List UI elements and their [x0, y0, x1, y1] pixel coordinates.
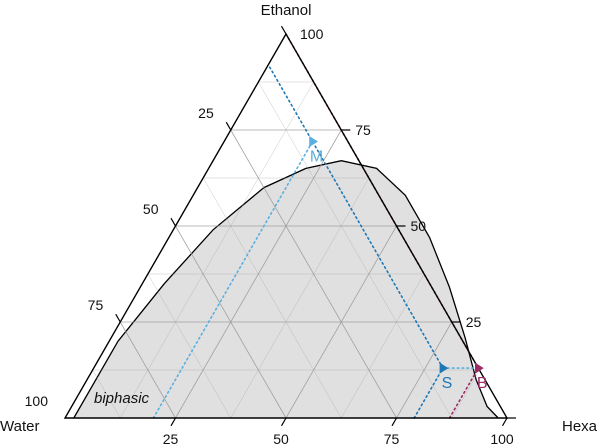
tick-left-50 [170, 217, 177, 227]
biphasic-region-fill [73, 160, 499, 418]
tick-left-25 [115, 313, 121, 323]
tick-label-bottom-100: 100 [490, 431, 514, 446]
grid-line-water-87.5 [92, 369, 121, 419]
point-label-S: S [442, 375, 453, 392]
tick-left-100 [280, 25, 287, 35]
vertex-label-water: Water [0, 418, 39, 435]
grid-line-hexane-37.5 [230, 177, 370, 419]
binodal-curve [73, 160, 499, 419]
data-point-layer: M S B [309, 136, 488, 392]
point-marker-S [439, 362, 449, 374]
vertex-label-ethanol: Ethanol [261, 2, 312, 19]
grid-line-water-62.5 [147, 273, 231, 419]
point-marker-M [309, 136, 319, 148]
tick-label-layer: 25 50 75 100 100 75 50 25 25 50 75 100 [25, 25, 516, 446]
tick-label-left-50: 50 [143, 201, 159, 217]
S-hexane-guide [413, 367, 444, 419]
grid-line-water-50 [175, 225, 287, 419]
point-label-M: M [310, 149, 323, 166]
grid-layer [92, 81, 480, 419]
grid-line-hexane-87.5 [451, 369, 480, 419]
tick-bottom-100 [501, 417, 508, 427]
tick-label-right-25: 25 [466, 314, 482, 330]
grid-line-hexane-12.5 [120, 81, 314, 419]
grid-line-water-37.5 [202, 177, 342, 419]
point-label-B: B [477, 375, 488, 392]
M-hexane-guide [152, 140, 314, 419]
tick-label-left-25: 25 [198, 105, 214, 121]
binodal-region-layer [73, 160, 499, 419]
tick-label-right-100: 100 [300, 26, 324, 42]
tick-left-75 [225, 121, 232, 131]
S-water-guide [267, 63, 444, 369]
tick-label-right-50: 50 [411, 218, 427, 234]
point-marker-B [474, 362, 484, 374]
grid-line-water-12.5 [258, 81, 452, 419]
tick-label-bottom-50: 50 [273, 431, 289, 446]
region-label-biphasic: biphasic [94, 390, 150, 407]
tick-label-left-75: 75 [88, 297, 104, 313]
grid-line-hexane-75 [396, 321, 453, 419]
tick-label-bottom-75: 75 [384, 431, 400, 446]
vertex-label-hexane: Hexane [562, 418, 597, 435]
tick-label-bottom-25: 25 [163, 431, 179, 446]
tick-bottom-25 [170, 417, 177, 427]
tick-bottom-75 [391, 417, 398, 427]
tick-label-left-100: 100 [25, 393, 49, 409]
grid-line-water-75 [119, 321, 176, 419]
tick-bottom-50 [280, 417, 287, 427]
B-hexane-guide [448, 367, 480, 419]
grid-line-hexane-62.5 [341, 273, 425, 419]
grid-line-hexane-50 [285, 225, 397, 419]
tick-label-right-75: 75 [355, 122, 371, 138]
